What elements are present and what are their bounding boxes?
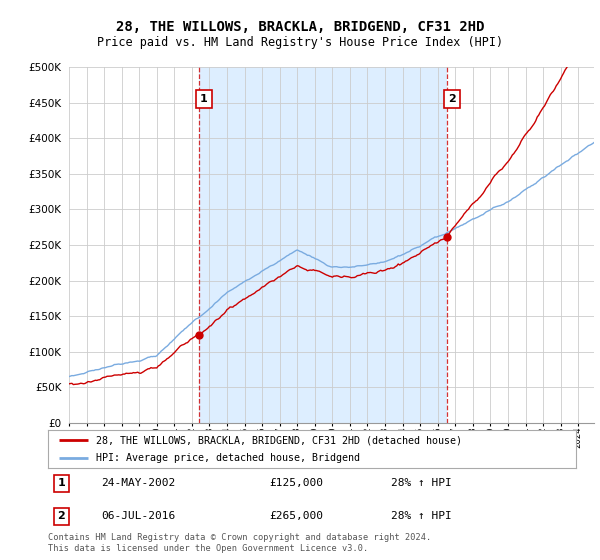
Text: 2: 2 xyxy=(58,511,65,521)
Text: HPI: Average price, detached house, Bridgend: HPI: Average price, detached house, Brid… xyxy=(95,453,359,463)
Text: 28, THE WILLOWS, BRACKLA, BRIDGEND, CF31 2HD (detached house): 28, THE WILLOWS, BRACKLA, BRIDGEND, CF31… xyxy=(95,435,461,445)
Text: 28% ↑ HPI: 28% ↑ HPI xyxy=(391,511,452,521)
Text: 28, THE WILLOWS, BRACKLA, BRIDGEND, CF31 2HD: 28, THE WILLOWS, BRACKLA, BRIDGEND, CF31… xyxy=(116,20,484,34)
Bar xyxy=(199,67,446,423)
Text: 2: 2 xyxy=(448,94,456,104)
Text: 1: 1 xyxy=(58,478,65,488)
Text: Contains HM Land Registry data © Crown copyright and database right 2024.
This d: Contains HM Land Registry data © Crown c… xyxy=(48,533,431,553)
Text: £265,000: £265,000 xyxy=(270,511,324,521)
Text: 06-JUL-2016: 06-JUL-2016 xyxy=(101,511,175,521)
Text: £125,000: £125,000 xyxy=(270,478,324,488)
Text: 24-MAY-2002: 24-MAY-2002 xyxy=(101,478,175,488)
Text: 28% ↑ HPI: 28% ↑ HPI xyxy=(391,478,452,488)
Text: 1: 1 xyxy=(200,94,208,104)
Text: Price paid vs. HM Land Registry's House Price Index (HPI): Price paid vs. HM Land Registry's House … xyxy=(97,36,503,49)
